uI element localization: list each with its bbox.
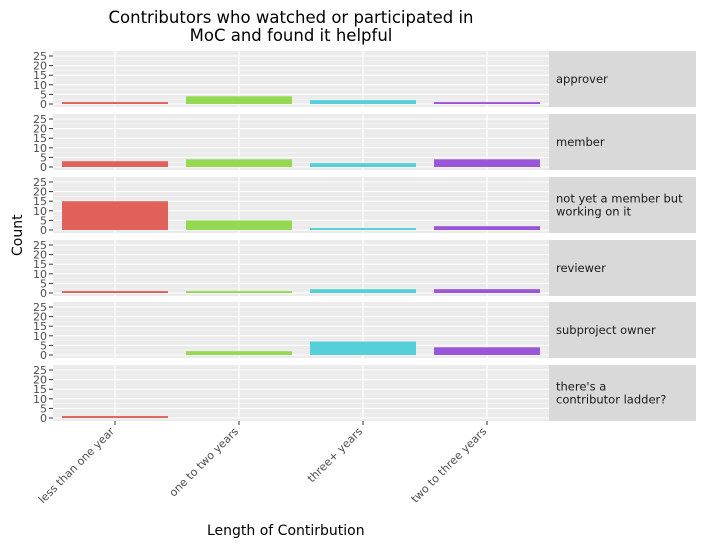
panel-background [53,240,549,296]
bar-4-4 [434,289,540,293]
y-tick-label: 10 [33,393,47,406]
bar-5-3 [310,341,416,355]
y-axis-title: Count [10,214,26,256]
y-tick-label: 15 [33,132,47,145]
y-tick-label: 10 [33,142,47,155]
facet-label: not yet a member but [556,192,683,206]
y-tick-label: 10 [33,330,47,343]
bar-3-2 [186,220,292,230]
facet-label: reviewer [556,261,606,275]
bar-2-3 [310,163,416,167]
y-tick-label: 20 [33,311,47,324]
y-tick-label: 0 [40,224,47,237]
x-axis-title: Length of Contirbution [207,523,365,539]
facet-strip [549,365,696,421]
facet-label: there's a [556,380,606,394]
y-tick-label: 15 [33,320,47,333]
facet-label: contributor ladder? [556,393,666,407]
y-tick-label: 5 [40,151,47,164]
bar-1-3 [310,100,416,104]
panel-background [53,51,549,107]
facet-strip [549,51,696,107]
y-tick-label: 15 [33,69,47,82]
panel-background [53,365,549,421]
y-tick-label: 20 [33,123,47,136]
x-tick-label: less than one year [36,425,118,507]
bar-1-2 [186,96,292,104]
y-tick-label: 25 [33,364,47,377]
y-tick-label: 25 [33,176,47,189]
bar-3-1 [62,201,168,230]
y-tick-label: 25 [33,301,47,314]
bar-3-4 [434,226,540,230]
chart-title-line-1: Contributors who watched or participated… [108,8,474,27]
bar-2-1 [62,161,168,167]
bar-4-1 [62,291,168,293]
facet-label: member [556,135,605,149]
y-tick-label: 0 [40,349,47,362]
y-tick-label: 0 [40,98,47,111]
y-tick-label: 25 [33,50,47,63]
y-tick-label: 20 [33,249,47,262]
facet-strip [549,240,696,296]
bar-2-4 [434,159,540,167]
y-tick-label: 5 [40,88,47,101]
bar-1-1 [62,102,168,104]
bar-5-2 [186,351,292,355]
y-tick-label: 10 [33,79,47,92]
y-tick-label: 25 [33,113,47,126]
y-tick-label: 20 [33,374,47,387]
facet-strip [549,177,696,233]
y-tick-label: 10 [33,205,47,218]
bar-5-4 [434,347,540,355]
facet-strip [549,302,696,358]
y-tick-label: 20 [33,60,47,73]
bar-4-2 [186,291,292,293]
y-tick-label: 15 [33,195,47,208]
facet-strip [549,114,696,170]
y-tick-label: 0 [40,161,47,174]
bar-2-2 [186,159,292,167]
y-tick-label: 5 [40,339,47,352]
facet-label: approver [556,72,608,86]
facet-label: subproject owner [556,323,656,337]
y-tick-label: 5 [40,277,47,290]
bar-1-4 [434,102,540,104]
y-tick-label: 0 [40,287,47,300]
y-tick-label: 5 [40,214,47,227]
x-tick-label: three+ years [305,425,365,485]
y-tick-label: 10 [33,268,47,281]
y-tick-label: 20 [33,186,47,199]
bar-6-1 [62,416,168,418]
y-tick-label: 5 [40,402,47,415]
facet-label: working on it [556,205,631,219]
y-tick-label: 15 [33,383,47,396]
x-tick-label: two to three years [409,425,490,506]
bar-3-3 [310,228,416,230]
y-tick-label: 25 [33,239,47,252]
y-tick-label: 0 [40,412,47,425]
chart-title-line-2: MoC and found it helpful [189,26,393,45]
x-tick-label: one to two years [167,425,242,500]
bar-4-3 [310,289,416,293]
y-tick-label: 15 [33,258,47,271]
